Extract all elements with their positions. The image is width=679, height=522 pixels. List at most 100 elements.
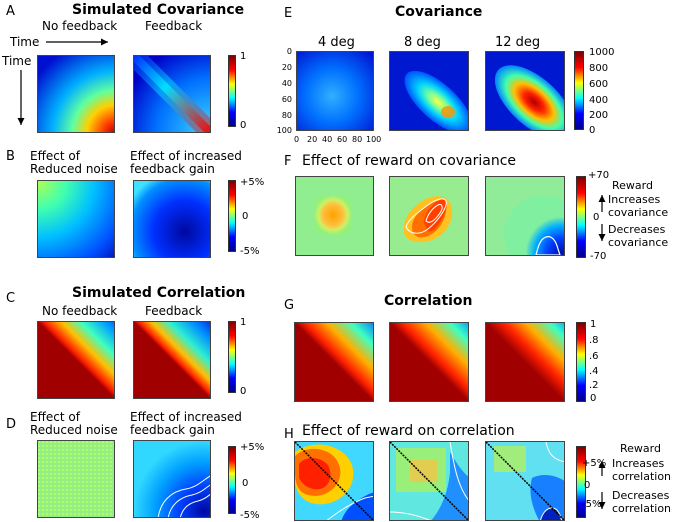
reward-label-h: Reward	[620, 442, 661, 455]
increases-covariance-label-f: covariance	[608, 206, 669, 219]
panel-letter-a: A	[6, 4, 15, 19]
colorbar-d	[228, 446, 236, 514]
panel-letter-b: B	[6, 149, 15, 164]
colorbar-c	[228, 321, 236, 393]
label-no-feedback-c: No feedback	[42, 304, 118, 318]
cbar-f-tick-0: 0	[593, 212, 600, 223]
decreases-covariance-label-f: covariance	[608, 236, 669, 249]
e-xtick-80: 80	[352, 135, 363, 144]
title-effect-reward-covariance: Effect of reward on covariance	[302, 153, 517, 169]
colorbar-h	[576, 446, 586, 518]
cbar-h-tick-minus5: -5%	[582, 499, 602, 510]
cbar-b-tick-plus5: +5%	[240, 177, 265, 188]
panel-letter-f: F	[284, 154, 292, 169]
label-feedback: Feedback	[145, 19, 203, 33]
cbar-e-tick-0: 0	[589, 125, 596, 136]
cbar-b-tick-minus5: -5%	[240, 246, 260, 257]
cbar-e-tick-1000: 1000	[589, 47, 615, 58]
e-xtick-60: 60	[337, 135, 348, 144]
panel-letter-g: G	[284, 298, 295, 313]
corr-12deg-map	[485, 322, 565, 402]
effect-feedback-gain-cov-map	[133, 180, 211, 258]
col-label-12deg: 12 deg	[495, 35, 541, 50]
cbar-f-tick-plus70: +70	[588, 170, 610, 181]
cbar-e-tick-800: 800	[589, 63, 609, 74]
cbar-d-tick-0: 0	[242, 478, 249, 489]
decreases-label-h: Decreases	[612, 489, 670, 502]
colorbar-a	[228, 55, 236, 127]
cbar-g-tick-0: 0	[590, 393, 597, 404]
reward-corr-4deg-map	[294, 441, 374, 521]
cbar-c-tick-1: 1	[240, 317, 247, 328]
e-ytick-60: 60	[281, 95, 292, 104]
cbar-f-tick-minus70: -70	[590, 251, 607, 262]
increases-label-h: Increases	[612, 457, 665, 470]
cov-4deg-map	[296, 51, 374, 131]
cov-12deg-map	[485, 51, 565, 131]
panel-letter-e: E	[284, 6, 293, 21]
cbar-e-tick-600: 600	[589, 79, 609, 90]
cbar-a-tick-0: 0	[240, 120, 247, 131]
title-correlation: Correlation	[384, 293, 473, 309]
e-ytick-100: 100	[276, 126, 292, 135]
cov-8deg-map	[389, 51, 469, 131]
cbar-h-tick-0: 0	[584, 480, 591, 491]
title-covariance: Covariance	[395, 4, 483, 20]
title-effect-reward-correlation: Effect of reward on correlation	[302, 423, 515, 439]
cbar-b-tick-0: 0	[242, 211, 249, 222]
label-effect-feedback-gain-d: Effect of increased feedback gain	[130, 410, 242, 437]
colorbar-b	[228, 180, 236, 252]
title-simulated-covariance: Simulated Covariance	[72, 2, 245, 18]
title-simulated-correlation: Simulated Correlation	[72, 285, 246, 301]
e-xtick-20: 20	[307, 135, 318, 144]
col-label-8deg: 8 deg	[404, 35, 441, 50]
colorbar-e	[574, 51, 584, 130]
effect-reduced-noise-cov-map	[37, 180, 115, 258]
reward-corr-12deg-map	[485, 441, 565, 521]
increases-label-f: Increases	[608, 193, 661, 206]
colorbar-g	[576, 322, 586, 402]
cbar-g-tick-04: .4	[589, 366, 599, 377]
label-time-y: Time	[2, 54, 32, 68]
e-xtick-40: 40	[322, 135, 333, 144]
decreases-correlation-label-h: correlation	[612, 502, 672, 515]
label-no-feedback: No feedback	[42, 19, 118, 33]
label-feedback-c: Feedback	[145, 304, 203, 318]
e-ytick-20: 20	[281, 63, 292, 72]
reward-cov-8deg-map	[389, 176, 469, 256]
e-xtick-100: 100	[366, 135, 382, 144]
corr-8deg-map	[389, 322, 469, 402]
label-effect-reduced-noise-d: Effect of Reduced noise	[30, 410, 118, 437]
decreases-label-f: Decreases	[608, 223, 666, 236]
e-ytick-0: 0	[286, 47, 292, 56]
e-ytick-40: 40	[281, 79, 292, 88]
reward-corr-8deg-map	[389, 441, 469, 521]
reward-cov-4deg-map	[295, 176, 374, 256]
panel-letter-c: C	[6, 291, 16, 306]
sim-corr-no-feedback-map	[37, 321, 115, 399]
sim-cov-feedback-map	[133, 55, 211, 133]
panel-letter-d: D	[6, 417, 17, 432]
cbar-d-tick-minus5: -5%	[240, 510, 260, 521]
label-time-x: Time	[10, 35, 40, 49]
e-xtick-0: 0	[294, 135, 300, 144]
sim-cov-no-feedback-map	[37, 55, 115, 133]
increases-correlation-label-h: correlation	[612, 470, 672, 483]
cbar-g-tick-06: .6	[589, 351, 599, 362]
cbar-h-tick-plus5: +5%	[582, 458, 607, 469]
reward-cov-12deg-map	[485, 176, 565, 256]
cbar-g-tick-1: 1	[590, 319, 597, 330]
colorbar-f	[576, 176, 586, 258]
sim-corr-feedback-map	[133, 321, 211, 399]
cbar-e-tick-400: 400	[589, 95, 609, 106]
cbar-c-tick-0: 0	[240, 386, 247, 397]
cbar-g-tick-08: .8	[589, 335, 599, 346]
reward-label-f: Reward	[612, 179, 653, 192]
effect-feedback-gain-corr-map	[133, 440, 211, 518]
e-ytick-80: 80	[281, 111, 292, 120]
panel-letter-h: H	[284, 427, 294, 442]
cbar-e-tick-200: 200	[589, 110, 609, 121]
col-label-4deg: 4 deg	[318, 35, 355, 50]
